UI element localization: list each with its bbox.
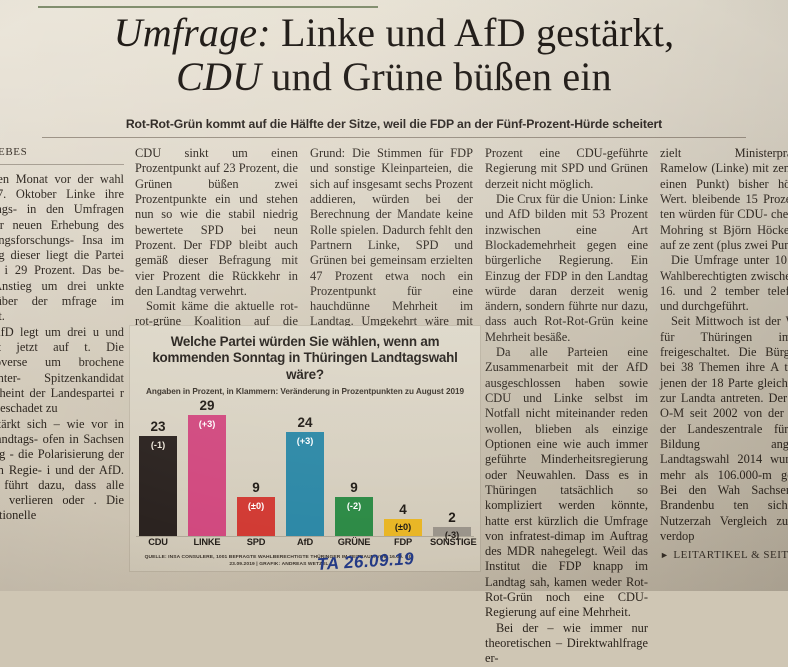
col1-paragraph-1: ut einen Monat vor der wahl am 27. Oktob… bbox=[0, 171, 124, 324]
col1-paragraph-3: verstärkt sich – wie vor in den Landtags… bbox=[0, 416, 124, 523]
bar-group-spd: 9 (±0) bbox=[234, 398, 278, 536]
bar-group-fdp: 4 (±0) bbox=[381, 398, 425, 536]
bar-group-afd: 24 (+3) bbox=[283, 398, 327, 536]
bar-delta-fdp: (±0) bbox=[394, 522, 412, 532]
bar-cdu: (-1) bbox=[139, 436, 177, 536]
category-label-afd: AfD bbox=[297, 537, 313, 547]
chart-source-note: QUELLE: INSA CONSULERE, 1001 BEFRAGTE WA… bbox=[144, 555, 414, 568]
col4-paragraph-4: Bei der – wie immer nur theoretischen – … bbox=[485, 620, 648, 666]
bar-group-sonstige: 2 (-3) bbox=[430, 398, 474, 540]
bar-group-cdu: 23 (-1) bbox=[136, 398, 180, 536]
headline-line-2-rest: und Grüne büßen ein bbox=[261, 53, 612, 99]
category-label-linke: LINKE bbox=[193, 537, 221, 547]
chart-category-labels: CDU LINKE SPD AfD GRÜNE FDP SONSTIGE bbox=[136, 537, 477, 547]
col5-paragraph-2: Die Umfrage unter 10 ringer Wahlberechti… bbox=[660, 253, 788, 314]
bar-group-grüne: 9 (-2) bbox=[332, 398, 376, 536]
bar-value-grüne: 9 bbox=[350, 480, 358, 495]
headline-line-1-rest: Linke und AfD gestärkt, bbox=[270, 10, 675, 55]
col5-paragraph-1: zielt Ministerpräsident Ramelow (Linke) … bbox=[660, 146, 788, 252]
bar-group-linke: 29 (+3) bbox=[185, 398, 229, 536]
headline-line-2: CDU und Grüne büßen ein bbox=[0, 53, 788, 99]
bar-delta-linke: (+3) bbox=[198, 419, 216, 429]
col1-paragraph-2: ie AfD legt um drei u und kommt jetzt au… bbox=[0, 324, 124, 416]
bar-spd: (±0) bbox=[237, 497, 275, 536]
poll-infographic: Welche Partei würden Sie wählen, wenn am… bbox=[130, 326, 480, 571]
bar-value-sonstige: 2 bbox=[448, 510, 456, 525]
col4-paragraph-1: Prozent eine CDU-geführte Regierung mit … bbox=[485, 146, 648, 191]
col4-paragraph-3: Da alle Parteien eine Zusammenarbeit mit… bbox=[485, 345, 648, 620]
bar-delta-afd: (+3) bbox=[296, 436, 314, 446]
col3-paragraph-1: Grund: Die Stimmen für FDP und sonstige … bbox=[310, 146, 473, 344]
chart-baseline-axis bbox=[136, 536, 474, 537]
category-label-spd: SPD bbox=[246, 537, 266, 547]
bar-value-cdu: 23 bbox=[150, 419, 166, 434]
col5-paragraph-3: Seit Mittwoch ist der W Mat für Thüringe… bbox=[660, 314, 788, 543]
category-label-fdp: FDP bbox=[394, 537, 412, 547]
headline-line-2-italic: CDU bbox=[176, 53, 262, 99]
article-column-4: Prozent eine CDU-geführte Regierung mit … bbox=[485, 146, 648, 667]
category-label-cdu: CDU bbox=[148, 537, 168, 547]
bar-value-afd: 24 bbox=[297, 415, 313, 430]
bar-grüne: (-2) bbox=[335, 497, 373, 536]
bar-afd: (+3) bbox=[286, 432, 324, 536]
article-column-2: CDU sinkt um einen Prozentpunkt auf 23 P… bbox=[135, 146, 298, 360]
top-green-rule bbox=[38, 6, 378, 8]
see-also-label: LEITARTIKEL & SEITE 2 bbox=[673, 549, 788, 562]
headline-block: Umfrage: Linke und AfD gestärkt, CDU und… bbox=[0, 12, 788, 97]
article-byline: TIN DEBES bbox=[0, 146, 28, 158]
headline-line-1-italic: Umfrage: bbox=[113, 10, 271, 55]
bar-delta-spd: (±0) bbox=[247, 501, 265, 511]
article-column-1: TIN DEBES ut einen Monat vor der wahl am… bbox=[0, 146, 124, 524]
byline-rule bbox=[0, 163, 124, 165]
see-also-reference[interactable]: ►LEITARTIKEL & SEITE 2 bbox=[660, 549, 788, 563]
category-label-grüne: GRÜNE bbox=[337, 537, 371, 547]
headline-line-1: Umfrage: Linke und AfD gestärkt, bbox=[0, 12, 788, 54]
bar-linke: (+3) bbox=[188, 415, 226, 536]
header-divider-rule bbox=[42, 137, 746, 138]
article-column-5: zielt Ministerpräsident Ramelow (Linke) … bbox=[660, 146, 788, 563]
chart-plot-area: 23 (-1) 29 (+3) 9 (±0) 24 (+3) 9 (-2) 4 (±0) 2 (-3) bbox=[136, 398, 474, 540]
col2-paragraph-1: CDU sinkt um einen Prozentpunkt auf 23 P… bbox=[135, 146, 298, 298]
article-column-3: Grund: Die Stimmen für FDP und sonstige … bbox=[310, 146, 473, 345]
bar-delta-cdu: (-1) bbox=[150, 440, 166, 450]
bar-value-spd: 9 bbox=[252, 480, 260, 495]
category-label-sonstige: SONSTIGE bbox=[430, 537, 477, 547]
chart-subtitle: Angaben in Prozent, in Klammern: Verände… bbox=[146, 387, 464, 397]
subheadline: Rot-Rot-Grün kommt auf die Hälfte der Si… bbox=[125, 117, 663, 131]
bar-value-linke: 29 bbox=[199, 398, 215, 413]
chart-title: Welche Partei würden Sie wählen, wenn am… bbox=[152, 334, 458, 382]
bar-value-fdp: 4 bbox=[399, 502, 407, 517]
bar-delta-grüne: (-2) bbox=[346, 501, 362, 511]
triangle-right-icon: ► bbox=[660, 550, 670, 561]
bar-delta-sonstige: (-3) bbox=[444, 530, 460, 540]
col4-paragraph-2: Die Crux für die Union: Linke und AfD bi… bbox=[485, 191, 648, 344]
bar-fdp: (±0) bbox=[384, 519, 422, 536]
bar-sonstige: (-3) bbox=[433, 527, 471, 540]
